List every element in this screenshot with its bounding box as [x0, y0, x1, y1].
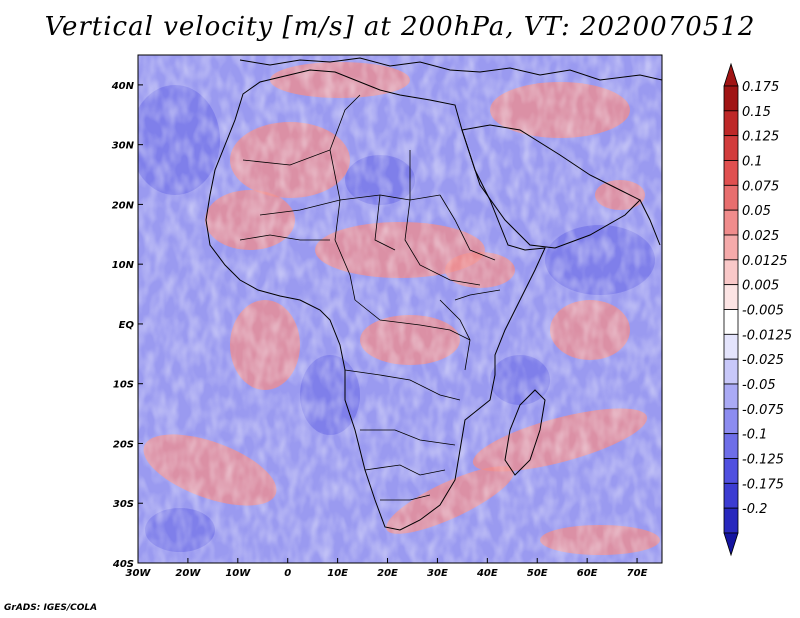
colorbar-swatch	[723, 234, 739, 261]
coastlines-and-borders	[205, 57, 662, 531]
lon-tick-label: 70E	[627, 568, 648, 579]
lon-tick-label: 20W	[175, 568, 201, 579]
lon-tick-label: 30W	[126, 568, 152, 579]
colorbar-level-label: 0.125	[742, 130, 779, 145]
colorbar: 0.175 0.15 0.125 0.1 0.075 0.05 0.025 0.0125 0.0…	[723, 62, 792, 557]
colorbar-swatch	[723, 482, 739, 509]
colorbar-swatch	[723, 333, 739, 360]
colorbar-level-label: -0.075	[742, 403, 784, 418]
lat-tick-label: 10S	[113, 380, 134, 391]
axis-ticks: 30W 20W 10W 0 10E 20E 30E 40E 50E 60E 70E 40N 30N 20N…	[111, 81, 648, 579]
colorbar-level-label: 0.025	[742, 229, 779, 244]
colorbar-level-label: -0.05	[742, 378, 776, 393]
colorbar-swatch	[723, 209, 739, 236]
colorbar-swatch	[723, 110, 739, 137]
colorbar-level-label: -0.125	[742, 453, 784, 468]
colorbar-top-arrow	[723, 62, 739, 87]
colorbar-level-label: 0.005	[742, 279, 779, 294]
lon-tick-label: 60E	[577, 568, 598, 579]
colorbar-swatch	[723, 184, 739, 211]
lon-tick-label: 30E	[427, 568, 448, 579]
colorbar-swatch	[723, 458, 739, 484]
colorbar-swatch	[723, 358, 739, 385]
lon-tick-label: 20E	[377, 568, 398, 579]
colorbar-bottom-arrow	[723, 532, 739, 557]
plot-area	[138, 55, 662, 563]
lat-tick-label: 30N	[112, 141, 135, 152]
lat-tick-label: 10N	[112, 260, 135, 271]
europe-coastline	[239, 57, 662, 81]
colorbar-level-label: 0.175	[742, 80, 779, 95]
grads-credit: GrADS: IGES/COLA	[4, 603, 98, 613]
colorbar-swatch	[723, 383, 739, 410]
chart-title: Vertical velocity [m/s] at 200hPa, VT: 2…	[44, 12, 756, 42]
colorbar-swatch	[723, 135, 739, 161]
asia-coastline	[639, 199, 661, 246]
lon-tick-label: 0	[284, 568, 291, 579]
colorbar-level-label: 0.0125	[742, 254, 788, 269]
colorbar-level-label: 0.1	[742, 155, 763, 170]
colorbar-level-label: 0.075	[742, 179, 779, 194]
colorbar-level-label: -0.2	[742, 502, 767, 517]
colorbar-level-label: -0.175	[742, 477, 784, 492]
arabia-coastline	[461, 124, 641, 249]
colorbar-level-label: -0.025	[742, 353, 784, 368]
colorbar-swatch	[723, 85, 739, 112]
madagascar-coastline	[504, 389, 546, 476]
colorbar-level-label: -0.0125	[742, 328, 792, 343]
colorbar-level-label: 0.05	[742, 204, 771, 219]
lat-tick-label: 20N	[112, 200, 135, 211]
country-borders	[239, 94, 501, 501]
lon-tick-label: 40E	[476, 568, 498, 579]
plot-frame	[137, 54, 663, 564]
lat-tick-label: 30S	[113, 499, 134, 510]
colorbar-level-label: -0.1	[742, 428, 767, 443]
lat-tick-label: EQ	[119, 320, 135, 331]
colorbar-swatch	[723, 309, 739, 335]
lat-tick-label: 40N	[111, 81, 135, 92]
colorbar-swatch	[723, 408, 739, 435]
lon-tick-label: 50E	[527, 568, 548, 579]
lon-tick-label: 10E	[327, 568, 348, 579]
colorbar-swatch	[723, 433, 739, 459]
lat-tick-label: 40S	[112, 559, 134, 570]
velocity-field-texture	[138, 55, 662, 563]
colorbar-swatch	[723, 259, 739, 286]
lat-tick-label: 20S	[113, 439, 134, 450]
africa-coastline	[205, 69, 546, 531]
lon-tick-label: 10W	[225, 568, 251, 579]
colorbar-level-label: 0.15	[742, 105, 771, 120]
colorbar-swatch	[723, 507, 739, 534]
colorbar-swatch	[723, 160, 739, 186]
colorbar-swatch	[723, 284, 739, 310]
colorbar-level-label: -0.005	[742, 304, 784, 319]
